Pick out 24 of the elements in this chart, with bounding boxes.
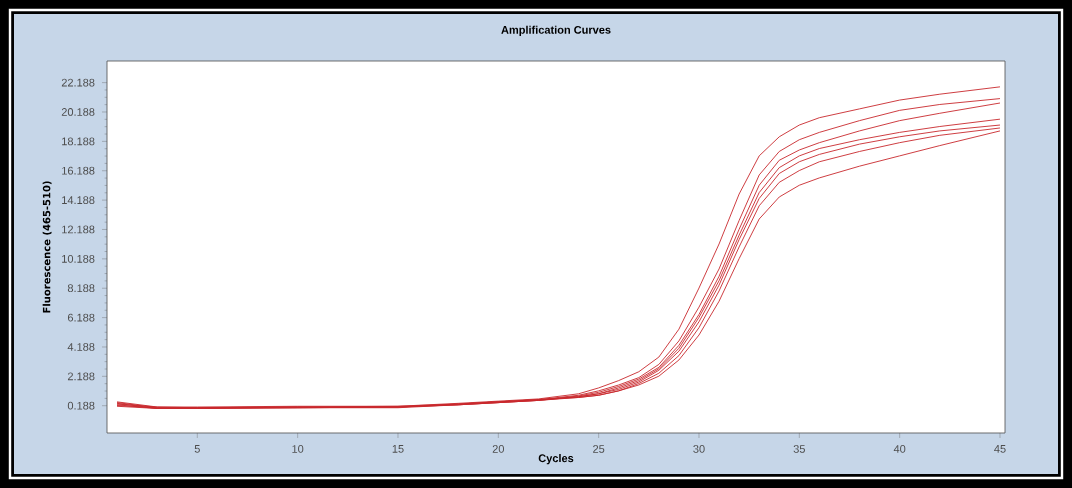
x-tick-label: 25 xyxy=(593,445,605,453)
y-axis-title: Fluorescence (465-510) xyxy=(42,181,52,313)
y-tick-label: 20.188 xyxy=(61,108,95,116)
y-tick-label: 10.188 xyxy=(62,254,95,263)
y-tick-label: 12.188 xyxy=(62,225,95,234)
y-tick-label: 4.188 xyxy=(67,343,95,351)
x-tick-label: 5 xyxy=(194,445,200,453)
x-tick-label: 40 xyxy=(893,445,906,453)
x-axis-title: Cycles xyxy=(538,454,574,465)
y-tick-label: 22.188 xyxy=(61,78,95,87)
x-tick-label: 20 xyxy=(492,445,504,453)
x-tick-label: 45 xyxy=(994,445,1006,453)
y-tick-label: 8.188 xyxy=(67,284,95,293)
y-tick-label: 0.188 xyxy=(67,401,95,410)
x-tick-label: 30 xyxy=(693,445,705,453)
x-tick-label: 15 xyxy=(392,445,404,453)
x-tick-label: 35 xyxy=(793,445,805,453)
y-tick-label: 2.188 xyxy=(67,372,95,381)
y-tick-label: 18.188 xyxy=(62,137,95,146)
y-tick-label: 14.188 xyxy=(62,196,95,204)
y-tick-label: 16.188 xyxy=(62,166,95,175)
chart-title: Amplification Curves xyxy=(501,25,611,36)
x-tick-label: 10 xyxy=(292,445,304,453)
y-tick-label: 6.188 xyxy=(67,313,95,322)
